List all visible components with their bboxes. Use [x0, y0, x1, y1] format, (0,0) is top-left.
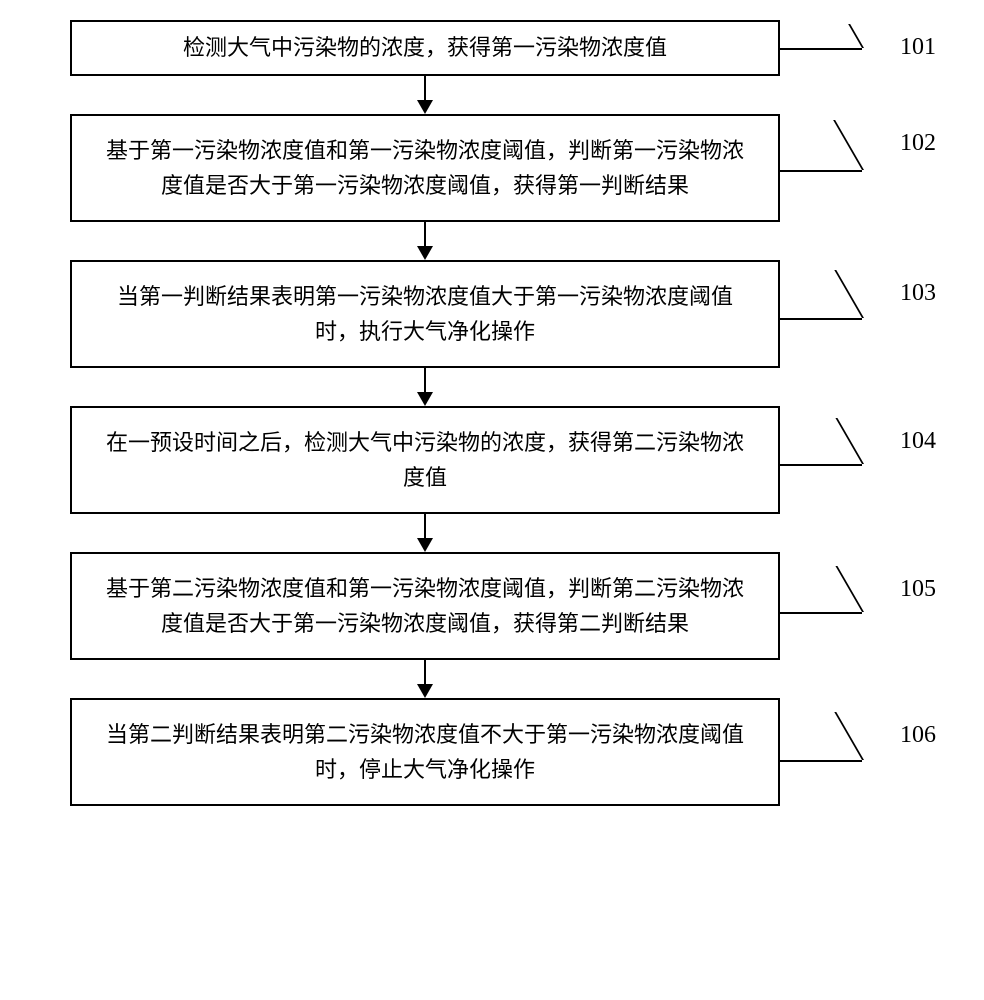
connector-h-105 — [780, 612, 862, 614]
step-text: 当第二判断结果表明第二污染物浓度值不大于第一污染物浓度阈值时，停止大气净化操作 — [102, 717, 748, 787]
arrow-101-102 — [70, 76, 780, 114]
step-label-105: 105 — [900, 576, 936, 603]
arrow-102-103 — [70, 222, 780, 260]
step-label-104: 104 — [900, 428, 936, 455]
step-label-106: 106 — [900, 722, 936, 749]
connector-h-103 — [780, 318, 862, 320]
connector-h-101 — [780, 48, 862, 50]
step-box-104: 在一预设时间之后，检测大气中污染物的浓度，获得第二污染物浓度值 — [70, 406, 780, 514]
arrow-104-105 — [70, 514, 780, 552]
step-box-105: 基于第二污染物浓度值和第一污染物浓度阈值，判断第二污染物浓度值是否大于第一污染物… — [70, 552, 780, 660]
step-text: 基于第一污染物浓度值和第一污染物浓度阈值，判断第一污染物浓度值是否大于第一污染物… — [102, 133, 748, 203]
down-arrow-icon — [405, 76, 445, 114]
connector-v-101 — [848, 24, 864, 48]
connector-h-102 — [780, 170, 862, 172]
flowchart-container: 检测大气中污染物的浓度，获得第一污染物浓度值 基于第一污染物浓度值和第一污染物浓… — [70, 20, 850, 806]
down-arrow-icon — [405, 514, 445, 552]
step-text: 检测大气中污染物的浓度，获得第一污染物浓度值 — [183, 30, 667, 65]
down-arrow-icon — [405, 222, 445, 260]
step-label-102: 102 — [900, 130, 936, 157]
step-text: 基于第二污染物浓度值和第一污染物浓度阈值，判断第二污染物浓度值是否大于第一污染物… — [102, 571, 748, 641]
step-box-102: 基于第一污染物浓度值和第一污染物浓度阈值，判断第一污染物浓度值是否大于第一污染物… — [70, 114, 780, 222]
arrow-105-106 — [70, 660, 780, 698]
connector-h-104 — [780, 464, 862, 466]
step-box-103: 当第一判断结果表明第一污染物浓度值大于第一污染物浓度阈值时，执行大气净化操作 — [70, 260, 780, 368]
connector-h-106 — [780, 760, 862, 762]
down-arrow-icon — [405, 660, 445, 698]
step-label-103: 103 — [900, 280, 936, 307]
step-label-101: 101 — [900, 34, 936, 61]
step-box-101: 检测大气中污染物的浓度，获得第一污染物浓度值 — [70, 20, 780, 76]
step-text: 在一预设时间之后，检测大气中污染物的浓度，获得第二污染物浓度值 — [102, 425, 748, 495]
step-text: 当第一判断结果表明第一污染物浓度值大于第一污染物浓度阈值时，执行大气净化操作 — [102, 279, 748, 349]
down-arrow-icon — [405, 368, 445, 406]
step-box-106: 当第二判断结果表明第二污染物浓度值不大于第一污染物浓度阈值时，停止大气净化操作 — [70, 698, 780, 806]
arrow-103-104 — [70, 368, 780, 406]
